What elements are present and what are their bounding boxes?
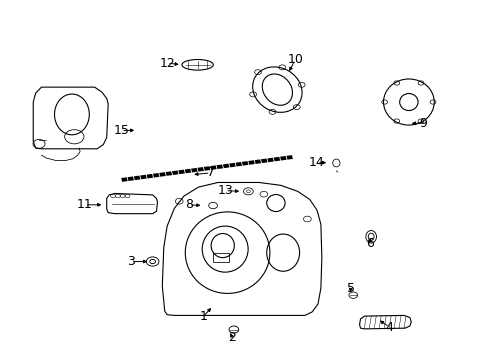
Text: 6: 6: [366, 237, 373, 250]
Text: 13: 13: [217, 184, 233, 197]
Text: 10: 10: [287, 53, 303, 66]
Text: 12: 12: [159, 57, 175, 69]
Text: 2: 2: [228, 331, 236, 344]
Text: 4: 4: [385, 321, 393, 334]
Text: 15: 15: [113, 124, 129, 137]
Text: 14: 14: [308, 156, 324, 169]
Text: 1: 1: [199, 310, 207, 323]
Text: 3: 3: [127, 255, 135, 268]
Text: 8: 8: [184, 198, 192, 211]
Text: 7: 7: [206, 166, 214, 179]
Text: 5: 5: [346, 282, 354, 294]
Text: 11: 11: [77, 198, 93, 211]
Text: 9: 9: [419, 117, 427, 130]
